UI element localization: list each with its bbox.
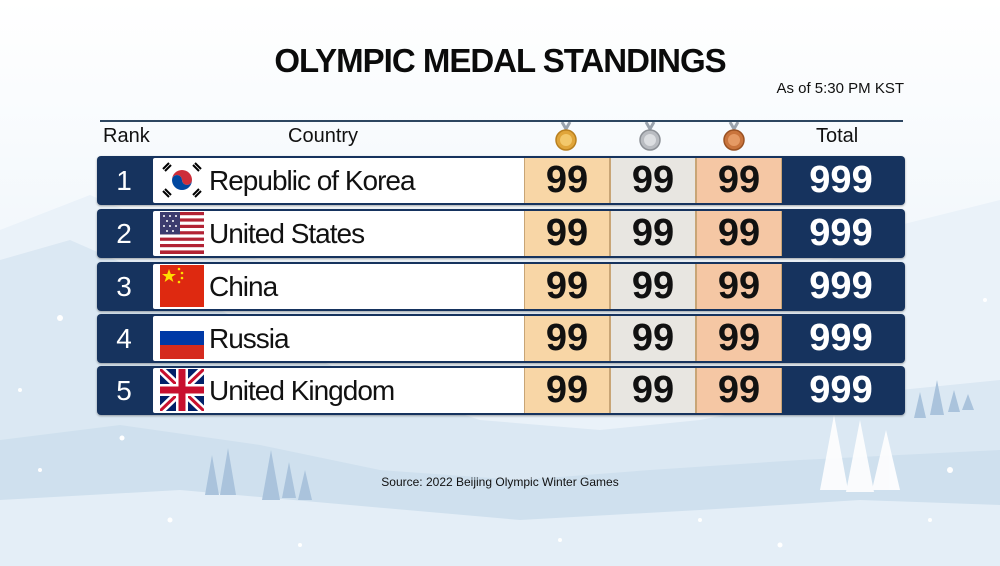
page-title: OLYMPIC MEDAL STANDINGS bbox=[274, 42, 726, 79]
silver-count: 99 bbox=[610, 368, 696, 413]
silver-count: 99 bbox=[610, 211, 696, 256]
country-name: Russia bbox=[209, 323, 290, 354]
bronze-count: 99 bbox=[696, 368, 782, 413]
bronze-count: 99 bbox=[696, 264, 782, 309]
source-note: Source: 2022 Beijing Olympic Winter Game… bbox=[381, 475, 619, 489]
china-flag-icon bbox=[160, 265, 204, 307]
rank-cell: 5 bbox=[116, 375, 132, 406]
gold-count: 99 bbox=[524, 316, 610, 361]
country-name: Republic of Korea bbox=[209, 165, 416, 196]
total-count: 999 bbox=[809, 265, 873, 307]
rank-cell: 3 bbox=[116, 271, 132, 302]
silver-count: 99 bbox=[610, 158, 696, 203]
country-name: China bbox=[209, 271, 278, 302]
gold-count: 99 bbox=[524, 211, 610, 256]
table-row: 3 China 99 99 99 999 bbox=[97, 262, 905, 311]
silver-count: 99 bbox=[610, 316, 696, 361]
bronze-count: 99 bbox=[696, 158, 782, 203]
timestamp-label: As of 5:30 PM KST bbox=[776, 80, 904, 97]
usa-flag-icon bbox=[160, 212, 204, 254]
rank-cell: 4 bbox=[116, 323, 132, 354]
korea-flag-icon bbox=[160, 159, 204, 201]
total-count: 999 bbox=[809, 317, 873, 359]
total-count: 999 bbox=[809, 212, 873, 254]
country-name: United Kingdom bbox=[209, 375, 395, 406]
country-cell: United Kingdom bbox=[153, 368, 620, 413]
gold-count: 99 bbox=[524, 368, 610, 413]
gold-count: 99 bbox=[524, 264, 610, 309]
table-row: 4 Russia 99 99 99 999 bbox=[97, 314, 905, 363]
bronze-count: 99 bbox=[696, 316, 782, 361]
country-header: Country bbox=[288, 125, 359, 147]
russia-flag-icon bbox=[160, 317, 204, 359]
rank-header: Rank bbox=[103, 125, 150, 147]
bronze-count: 99 bbox=[696, 211, 782, 256]
uk-flag-icon bbox=[160, 369, 204, 411]
rank-cell: 2 bbox=[116, 218, 132, 249]
table-row: 1 Republic of Korea 99 99 99 999 bbox=[97, 156, 905, 205]
table-row: 5 United Kingdom 99 99 99 999 bbox=[97, 366, 905, 415]
silver-count: 99 bbox=[610, 264, 696, 309]
total-count: 999 bbox=[809, 159, 873, 201]
bronze-medal-icon bbox=[723, 122, 745, 151]
gold-medal-icon bbox=[555, 122, 577, 151]
gold-count: 99 bbox=[524, 158, 610, 203]
country-name: United States bbox=[209, 218, 365, 249]
total-header: Total bbox=[816, 125, 859, 147]
rank-cell: 1 bbox=[116, 165, 132, 196]
table-row: 2 United States 99 9 bbox=[97, 209, 905, 258]
total-count: 999 bbox=[809, 369, 873, 411]
silver-medal-icon bbox=[639, 122, 661, 151]
header-divider bbox=[100, 120, 903, 122]
